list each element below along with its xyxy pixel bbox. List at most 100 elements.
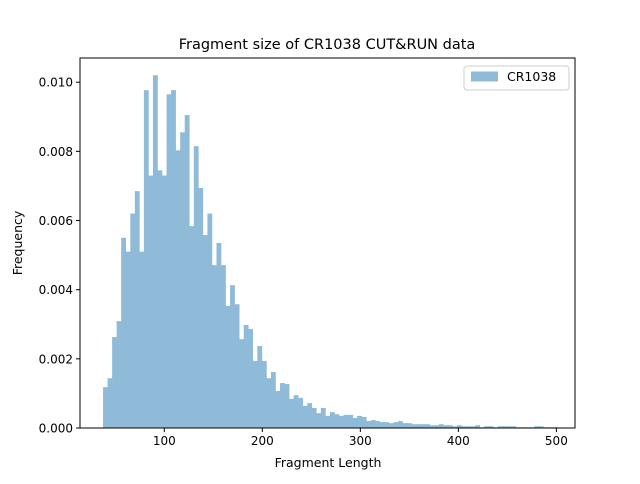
histogram-bar <box>166 94 172 428</box>
histogram-bar <box>225 305 231 428</box>
histogram-bar <box>107 378 113 428</box>
histogram-bar <box>325 415 331 428</box>
histogram-bar <box>320 407 326 428</box>
histogram-bar <box>293 395 299 428</box>
histogram-bar <box>130 213 136 428</box>
histogram-bar <box>538 426 544 428</box>
histogram-bar <box>407 423 412 428</box>
histogram-bar <box>488 426 494 428</box>
histogram-bar <box>366 421 372 428</box>
histogram-bar <box>193 146 199 429</box>
histogram-bar <box>248 329 254 428</box>
histogram-bar <box>134 191 140 428</box>
histogram-bar <box>357 415 363 428</box>
chart-title: Fragment size of CR1038 CUT&RUN data <box>179 37 476 53</box>
y-axis-label: Frequency <box>10 210 25 275</box>
histogram-bar <box>243 324 249 428</box>
histogram-bar <box>189 226 195 428</box>
legend-swatch <box>471 71 498 82</box>
histogram-bar <box>112 337 117 428</box>
x-tick-label: 100 <box>153 434 176 448</box>
histogram-bar <box>152 75 158 428</box>
x-axis-label: Fragment Length <box>275 455 382 470</box>
histogram-bar <box>425 424 431 428</box>
histogram-bar <box>352 417 358 428</box>
histogram-bar <box>125 251 131 428</box>
histogram-bar <box>316 413 322 428</box>
x-tick-label: 200 <box>251 434 274 448</box>
histogram-bar <box>175 150 181 429</box>
histogram-bar <box>379 422 385 428</box>
histogram-bar <box>466 426 471 428</box>
histogram-bar <box>221 265 226 428</box>
histogram-bar <box>339 415 344 428</box>
y-tick-label: 0.010 <box>39 76 73 90</box>
axes-group: 100 200 300 400 500 0.000 0.002 0.004 0.006 0.008… <box>39 57 576 448</box>
histogram-bar <box>438 424 444 428</box>
histogram-bar <box>148 175 154 428</box>
legend-label: CR1038 <box>507 69 556 84</box>
histogram-bar <box>211 265 217 428</box>
histogram-bar <box>443 425 449 428</box>
histogram-bar <box>416 424 422 428</box>
histogram-bar <box>429 425 435 428</box>
histogram-bar <box>452 426 458 428</box>
histogram-bar <box>143 90 149 429</box>
histogram-bar <box>370 420 376 428</box>
histogram-bar <box>162 175 167 428</box>
histogram-bar <box>216 243 222 428</box>
histogram-bar <box>289 398 294 428</box>
legend: CR1038 <box>463 65 570 91</box>
histogram-bar <box>230 285 235 428</box>
histogram-bar <box>420 424 426 428</box>
histogram-bar <box>470 426 476 428</box>
histogram-bar <box>398 421 403 428</box>
histogram-bar <box>184 115 190 428</box>
histogram-bar <box>393 422 399 428</box>
histogram-bar <box>270 371 276 428</box>
histogram-bar <box>180 132 186 428</box>
y-tick-label: 0.006 <box>39 214 73 228</box>
histogram-bar <box>234 304 240 428</box>
histogram-bar <box>280 383 285 428</box>
histogram-bar <box>157 170 163 428</box>
histogram-bar <box>334 414 340 428</box>
histogram-bar <box>348 414 353 428</box>
histogram-bar <box>207 213 213 428</box>
histogram-bar <box>497 426 503 428</box>
histogram-bar <box>375 421 381 428</box>
histogram-bar <box>307 403 313 428</box>
histogram-bar <box>506 426 512 428</box>
histogram-bar <box>484 426 490 428</box>
axes-frame <box>79 57 576 429</box>
y-tick-label: 0.002 <box>39 352 73 366</box>
histogram-bar <box>475 425 481 428</box>
histogram-bar <box>252 360 258 428</box>
histogram-bar <box>411 424 417 428</box>
histogram-bar <box>302 405 308 428</box>
histogram-bar <box>198 188 204 428</box>
histogram-bar <box>434 425 440 428</box>
y-tick-label: 0.004 <box>39 283 73 297</box>
bars-group <box>103 75 558 429</box>
y-tick-label: 0.008 <box>39 145 73 159</box>
histogram-bar <box>257 346 263 428</box>
histogram-bar <box>298 397 304 428</box>
histogram-bar <box>103 387 108 428</box>
histogram-bar <box>275 391 281 428</box>
histogram-bar <box>116 321 122 428</box>
histogram-bar <box>329 412 335 428</box>
y-tick-label: 0.000 <box>39 422 73 436</box>
histogram-bar <box>202 235 208 428</box>
x-tick-label: 300 <box>349 434 372 448</box>
histogram-bar <box>239 339 245 428</box>
histogram-bar <box>461 426 467 428</box>
histogram-bar <box>311 407 317 428</box>
histogram-bar <box>139 251 145 428</box>
histogram-bar <box>171 90 176 429</box>
histogram-bar <box>457 425 462 428</box>
histogram-bar <box>343 414 349 428</box>
histogram-bar <box>266 378 272 428</box>
histogram-bar <box>384 422 390 428</box>
